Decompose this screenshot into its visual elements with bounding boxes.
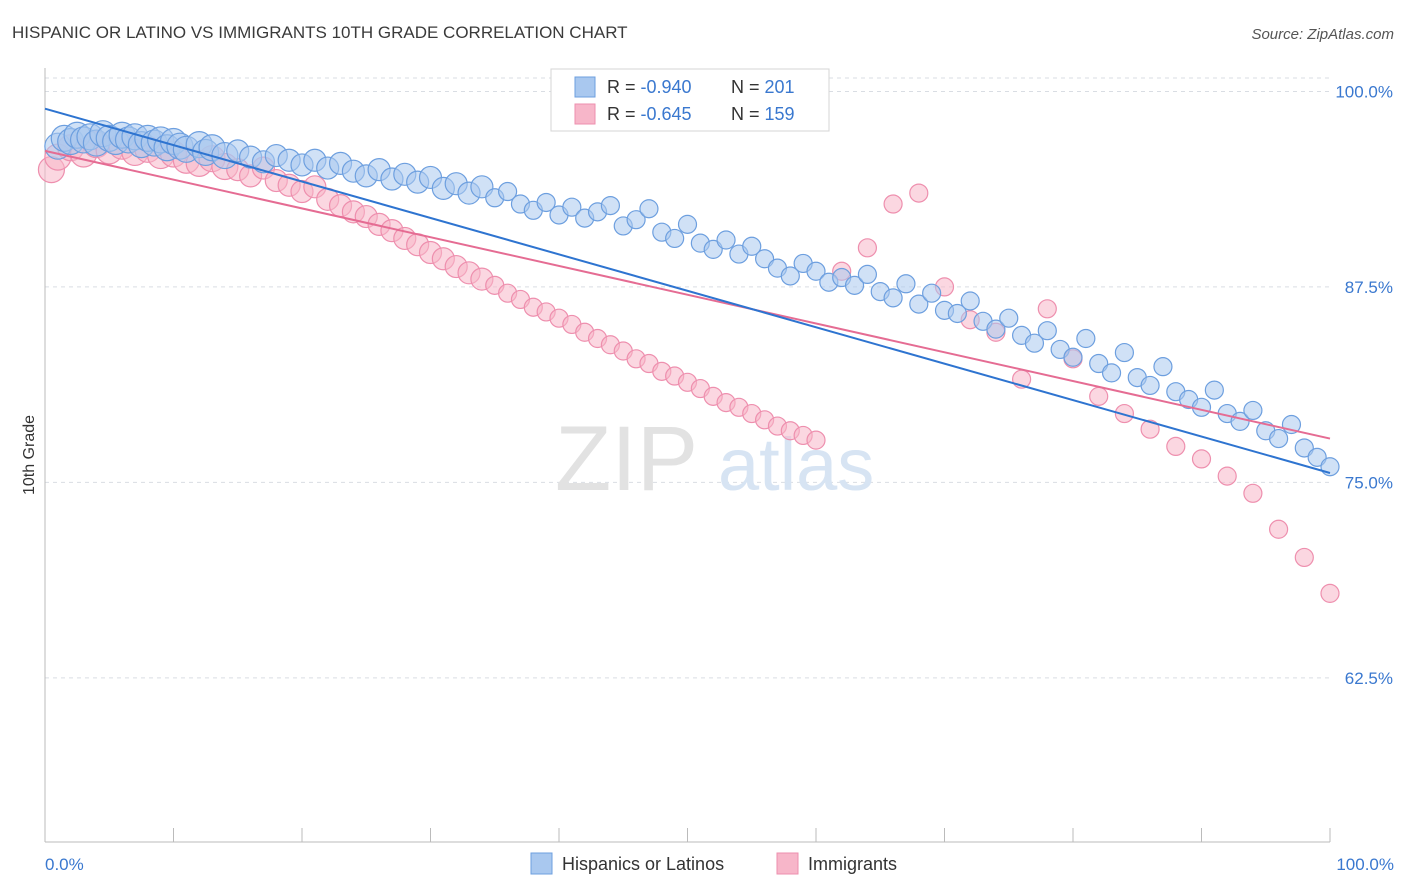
- hispanics-point-78: [909, 294, 929, 314]
- hispanics-point-93: [1101, 363, 1122, 383]
- stats-swatch-pink: [574, 103, 596, 125]
- hispanics-point-109: [1307, 447, 1327, 467]
- y-tick-label-0: 100.0%: [1335, 82, 1393, 101]
- legend-label-immigrants: Immigrants: [808, 854, 897, 874]
- hispanics-point-66: [754, 249, 775, 269]
- stats-r-label-pink: R =: [607, 104, 641, 124]
- trend-lines: [44, 107, 1331, 474]
- hispanics-point-90: [1063, 347, 1083, 367]
- hispanics-point-54: [600, 196, 621, 216]
- stats-n-label-blue: N =: [731, 77, 765, 97]
- hispanics-point-85: [999, 308, 1019, 328]
- x-axis-ticks: [44, 828, 1331, 842]
- hispanics-point-97: [1153, 357, 1173, 377]
- legend: Hispanics or Latinos Immigrants: [530, 852, 897, 875]
- immigrants-point-69: [1037, 299, 1057, 319]
- hispanics-point-84: [986, 319, 1006, 339]
- stats-r-label-blue: R =: [607, 77, 641, 97]
- x-tick-label-max: 100.0%: [1336, 855, 1394, 874]
- stats-swatch-blue: [574, 76, 596, 98]
- hispanics-point-74: [857, 264, 878, 284]
- hispanics-point-46: [498, 181, 518, 202]
- stats-r-value-blue: -0.940: [641, 77, 692, 97]
- hispanics-point-70: [806, 261, 826, 281]
- stats-r-value-pink: -0.645: [641, 104, 692, 124]
- hispanics-point-96: [1140, 375, 1160, 396]
- hispanics-point-60: [677, 214, 698, 234]
- hispanics-point-110: [1320, 457, 1340, 477]
- hispanics-point-57: [639, 199, 659, 219]
- stats-n-value-blue: 201: [765, 77, 795, 97]
- hispanics-point-81: [947, 303, 967, 324]
- hispanics-points: [44, 120, 1340, 477]
- hispanics-point-56: [626, 210, 646, 230]
- hispanics-point-79: [922, 283, 942, 303]
- watermark: ZIP atlas: [555, 408, 874, 510]
- immigrants-point-62: [857, 238, 878, 258]
- legend-swatch-hispanics: [530, 852, 553, 875]
- svg-text:R = -0.645: R = -0.645: [607, 104, 692, 124]
- immigrants-point-80: [1320, 583, 1340, 603]
- immigrants-point-64: [909, 183, 929, 203]
- hispanics-point-51: [562, 197, 582, 217]
- stats-n-label-pink: N =: [731, 104, 765, 124]
- svg-text:N = 159: N = 159: [731, 104, 795, 124]
- hispanics-point-101: [1204, 380, 1224, 400]
- stats-box-frame: [550, 68, 830, 132]
- immigrants-point-72: [1114, 403, 1135, 424]
- hispanics-point-108: [1294, 438, 1314, 458]
- hispanics-point-94: [1114, 342, 1135, 363]
- hispanics-point-87: [1024, 333, 1045, 353]
- immigrants-point-77: [1243, 483, 1263, 503]
- x-tick-label-min: 0.0%: [45, 855, 84, 874]
- immigrants-point-73: [1140, 419, 1160, 439]
- immigrants-point-79: [1294, 547, 1314, 568]
- immigrants-point-75: [1191, 449, 1212, 469]
- immigrants-point-63: [883, 194, 903, 214]
- immigrants-point-74: [1166, 436, 1186, 456]
- hispanics-point-82: [960, 291, 980, 311]
- y-tick-label-2: 75.0%: [1345, 473, 1393, 492]
- hispanics-point-49: [536, 192, 556, 213]
- hispanics-point-65: [742, 236, 762, 256]
- stats-box: R = -0.940 N = 201 R = -0.645 N = 159: [550, 68, 830, 132]
- y-axis-label: 10th Grade: [21, 415, 38, 495]
- immigrants-points: [37, 131, 1340, 603]
- trend-line-immigrants: [44, 149, 1331, 440]
- hispanics-point-68: [780, 266, 800, 286]
- hispanics-point-92: [1089, 353, 1109, 374]
- svg-text:N = 201: N = 201: [731, 77, 795, 97]
- hispanics-point-76: [883, 288, 903, 308]
- immigrants-point-78: [1268, 519, 1289, 539]
- hispanics-point-77: [896, 274, 916, 294]
- stats-n-value-pink: 159: [765, 104, 795, 124]
- y-tick-label-1: 87.5%: [1345, 278, 1393, 297]
- hispanics-point-104: [1243, 400, 1263, 421]
- y-tick-label-3: 62.5%: [1345, 669, 1393, 688]
- legend-swatch-immigrants: [776, 852, 799, 875]
- immigrants-point-76: [1217, 466, 1237, 486]
- chart-title: HISPANIC OR LATINO VS IMMIGRANTS 10TH GR…: [12, 23, 628, 42]
- immigrants-point-60: [806, 430, 826, 450]
- hispanics-point-63: [716, 230, 736, 250]
- hispanics-point-62: [703, 239, 723, 259]
- hispanics-point-106: [1268, 428, 1289, 449]
- hispanics-point-59: [665, 228, 685, 249]
- hispanics-point-88: [1037, 321, 1057, 341]
- trend-line-hispanics: [44, 107, 1331, 474]
- hispanics-point-100: [1191, 397, 1212, 417]
- source-label: Source: ZipAtlas.com: [1251, 26, 1394, 43]
- y-axis-tick-labels: 100.0% 87.5% 75.0% 62.5%: [1335, 82, 1393, 687]
- immigrants-point-71: [1089, 386, 1109, 406]
- legend-label-hispanics: Hispanics or Latinos: [562, 854, 724, 874]
- svg-text:R = -0.940: R = -0.940: [607, 77, 692, 97]
- watermark-zip: ZIP: [555, 408, 698, 510]
- hispanics-point-73: [844, 275, 865, 295]
- hispanics-point-91: [1076, 328, 1096, 349]
